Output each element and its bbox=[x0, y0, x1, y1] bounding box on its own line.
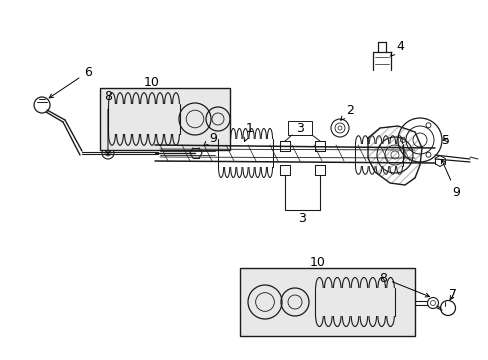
Text: 1: 1 bbox=[244, 122, 253, 141]
Bar bbox=[100, 88, 229, 150]
Text: 10: 10 bbox=[144, 77, 160, 90]
Text: 8: 8 bbox=[378, 271, 428, 297]
Bar bbox=[240, 268, 414, 336]
Text: 6: 6 bbox=[49, 66, 92, 98]
Text: 8: 8 bbox=[104, 90, 112, 155]
Text: 3: 3 bbox=[295, 122, 304, 135]
Text: 3: 3 bbox=[298, 211, 305, 225]
Bar bbox=[287, 121, 311, 135]
Text: 4: 4 bbox=[390, 40, 403, 56]
Text: 10: 10 bbox=[309, 256, 325, 270]
Text: 9: 9 bbox=[441, 159, 459, 198]
Text: 9: 9 bbox=[203, 131, 217, 146]
Text: 7: 7 bbox=[448, 288, 456, 302]
Text: 2: 2 bbox=[340, 104, 353, 120]
Text: 5: 5 bbox=[441, 134, 449, 147]
